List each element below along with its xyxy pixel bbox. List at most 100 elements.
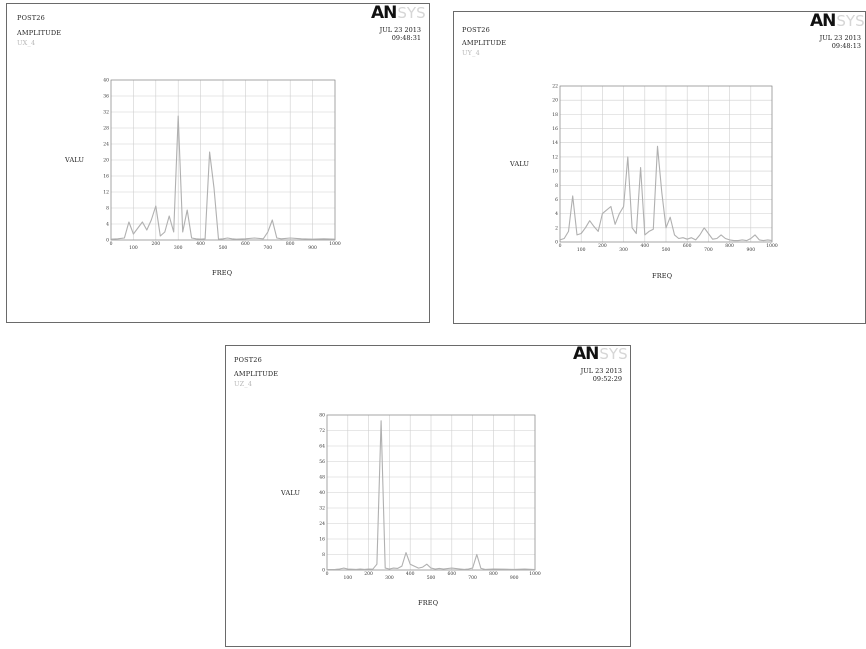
logo-strong: AN bbox=[371, 3, 397, 23]
x-tick-label: 1000 bbox=[529, 571, 541, 577]
x-tick-label: 800 bbox=[725, 243, 734, 249]
y-axis-label: VALU bbox=[510, 160, 530, 168]
ansys-logo: AN SYS bbox=[810, 11, 865, 31]
date-text: JUL 23 2013 bbox=[580, 367, 622, 375]
timestamp: JUL 23 2013 09:48:13 bbox=[820, 34, 861, 50]
plot-frame bbox=[559, 85, 773, 243]
y-tick-label: 32 bbox=[103, 110, 109, 116]
plot-subtitle: AMPLITUDE bbox=[17, 29, 62, 37]
plot-frame bbox=[326, 414, 536, 571]
y-tick-label: 0 bbox=[555, 240, 558, 246]
x-tick-label: 400 bbox=[406, 571, 415, 577]
y-tick-label: 22 bbox=[552, 84, 558, 90]
ansys-logo: AN SYS bbox=[371, 3, 426, 23]
plot-subtitle: AMPLITUDE bbox=[462, 39, 507, 47]
x-tick-label: 700 bbox=[468, 575, 477, 581]
y-tick-label: 18 bbox=[552, 112, 558, 118]
plot-subtitle: AMPLITUDE bbox=[234, 370, 279, 378]
amplitude-series-line bbox=[559, 145, 773, 242]
y-tick-label: 0 bbox=[106, 238, 109, 244]
x-tick-label: 300 bbox=[385, 575, 394, 581]
y-tick-label: 12 bbox=[552, 154, 558, 160]
y-tick-label: 8 bbox=[106, 206, 109, 212]
y-tick-label: 14 bbox=[552, 140, 558, 146]
dof-tag: UY_4 bbox=[462, 49, 480, 57]
x-tick-label: 1000 bbox=[766, 243, 778, 249]
date-text: JUL 23 2013 bbox=[819, 34, 861, 42]
time-text: 09:52:29 bbox=[592, 375, 622, 383]
amplitude-series-line bbox=[110, 115, 336, 240]
x-tick-label: 900 bbox=[747, 247, 756, 253]
y-tick-label: 24 bbox=[103, 142, 109, 148]
x-tick-label: 200 bbox=[598, 243, 607, 249]
dof-tag: UX_4 bbox=[17, 39, 36, 47]
x-tick-label: 800 bbox=[286, 241, 295, 247]
y-tick-label: 80 bbox=[319, 413, 325, 419]
x-tick-label: 100 bbox=[344, 575, 353, 581]
x-tick-label: 700 bbox=[704, 247, 713, 253]
x-tick-label: 0 bbox=[326, 571, 329, 577]
date-text: JUL 23 2013 bbox=[379, 26, 421, 34]
y-tick-label: 40 bbox=[103, 78, 109, 84]
x-tick-label: 1000 bbox=[329, 241, 341, 247]
x-tick-label: 600 bbox=[683, 243, 692, 249]
y-tick-label: 16 bbox=[552, 126, 558, 132]
amplitude-series-line bbox=[326, 420, 536, 571]
y-axis-label: VALU bbox=[281, 489, 301, 497]
logo-strong: AN bbox=[573, 344, 599, 364]
x-tick-label: 500 bbox=[427, 575, 436, 581]
y-tick-label: 40 bbox=[319, 490, 325, 496]
program-label: POST26 bbox=[234, 356, 262, 364]
time-text: 09:48:13 bbox=[831, 42, 861, 50]
dof-tag: UZ_4 bbox=[234, 380, 253, 388]
x-tick-label: 600 bbox=[241, 241, 250, 247]
y-tick-label: 12 bbox=[103, 190, 109, 196]
y-tick-label: 20 bbox=[552, 98, 558, 104]
y-tick-label: 8 bbox=[555, 183, 558, 189]
time-text: 09:48:31 bbox=[391, 34, 421, 42]
logo-faint: SYS bbox=[599, 345, 628, 363]
timestamp: JUL 23 2013 09:52:29 bbox=[581, 367, 622, 383]
x-tick-label: 200 bbox=[364, 571, 373, 577]
x-tick-label: 700 bbox=[264, 245, 273, 251]
x-tick-label: 600 bbox=[448, 571, 457, 577]
y-tick-label: 16 bbox=[319, 537, 325, 543]
y-tick-label: 48 bbox=[319, 475, 325, 481]
x-tick-label: 500 bbox=[219, 245, 228, 251]
x-tick-label: 900 bbox=[308, 245, 317, 251]
y-tick-label: 16 bbox=[103, 174, 109, 180]
x-tick-label: 300 bbox=[619, 247, 628, 253]
x-tick-label: 300 bbox=[174, 245, 183, 251]
x-tick-label: 900 bbox=[510, 575, 519, 581]
program-label: POST26 bbox=[17, 14, 45, 22]
x-tick-label: 100 bbox=[577, 247, 586, 253]
ansys-logo: AN SYS bbox=[573, 344, 628, 364]
x-tick-label: 0 bbox=[559, 243, 562, 249]
x-axis-label: FREQ bbox=[652, 272, 673, 280]
y-tick-label: 4 bbox=[555, 211, 558, 217]
y-tick-label: 64 bbox=[319, 444, 325, 450]
y-tick-label: 36 bbox=[103, 94, 109, 100]
timestamp: JUL 23 2013 09:48:31 bbox=[380, 26, 421, 42]
y-tick-label: 32 bbox=[319, 506, 325, 512]
plot-window-2: POST26 AMPLITUDE UY_4 AN SYS JUL 23 2013… bbox=[453, 11, 866, 324]
x-axis-label: FREQ bbox=[418, 599, 439, 607]
y-tick-label: 8 bbox=[322, 552, 325, 558]
x-tick-label: 400 bbox=[641, 243, 650, 249]
x-tick-label: 400 bbox=[196, 241, 205, 247]
plot-frame bbox=[110, 79, 336, 241]
y-tick-label: 4 bbox=[106, 222, 109, 228]
logo-faint: SYS bbox=[397, 4, 426, 22]
logo-strong: AN bbox=[810, 11, 836, 31]
y-tick-label: 10 bbox=[552, 169, 558, 175]
y-tick-label: 72 bbox=[319, 428, 325, 434]
plot-window-3: POST26 AMPLITUDE UZ_4 AN SYS JUL 23 2013… bbox=[225, 344, 631, 647]
y-axis-label: VALU bbox=[65, 156, 85, 164]
x-tick-label: 800 bbox=[489, 571, 498, 577]
x-axis-label: FREQ bbox=[212, 269, 233, 277]
y-tick-label: 24 bbox=[319, 521, 325, 527]
y-tick-label: 0 bbox=[322, 568, 325, 574]
program-label: POST26 bbox=[462, 26, 490, 34]
plot-window-1: POST26 AMPLITUDE UX_4 AN SYS JUL 23 2013… bbox=[6, 3, 430, 323]
chart-plot-area: 0816243240485664728001002003004005006007… bbox=[319, 413, 541, 582]
